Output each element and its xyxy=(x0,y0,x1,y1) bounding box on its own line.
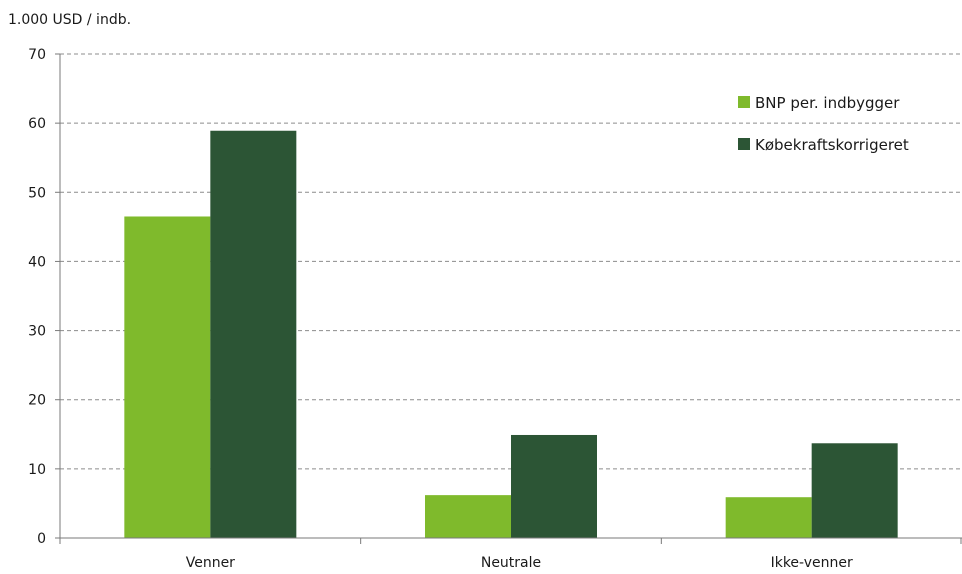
bar-bnp-0 xyxy=(124,216,211,538)
legend-label: Købekraftskorrigeret xyxy=(755,136,909,154)
y-axis-unit-label: 1.000 USD / indb. xyxy=(8,12,131,28)
legend-label: BNP per. indbygger xyxy=(755,94,900,112)
x-tick-label: Venner xyxy=(186,555,235,571)
y-tick-label: 10 xyxy=(28,462,46,478)
bars xyxy=(124,130,898,538)
legend: BNP per. indbygger Købekraftskorrigeret xyxy=(738,94,909,154)
bar-koebekraft-2 xyxy=(811,443,898,538)
bar-koebekraft-1 xyxy=(511,434,597,538)
y-tick-label: 40 xyxy=(28,254,46,270)
axes: 0 10 20 30 40 50 60 70 Venner Neutrale Ikke-venner xyxy=(28,47,962,571)
x-tick-label: Ikke-venner xyxy=(771,555,853,571)
y-tick-label: 70 xyxy=(28,47,46,63)
y-tick-label: 0 xyxy=(37,531,46,547)
y-tick-label: 50 xyxy=(28,185,46,201)
x-tick-label: Neutrale xyxy=(481,555,541,571)
legend-swatch xyxy=(738,138,750,150)
y-tick-label: 60 xyxy=(28,116,46,132)
legend-swatch xyxy=(738,96,750,108)
bar-bnp-1 xyxy=(425,495,511,538)
bar-koebekraft-0 xyxy=(210,130,297,538)
y-tick-label: 20 xyxy=(28,393,46,409)
bar-bnp-2 xyxy=(725,497,812,538)
y-tick-label: 30 xyxy=(28,324,46,340)
